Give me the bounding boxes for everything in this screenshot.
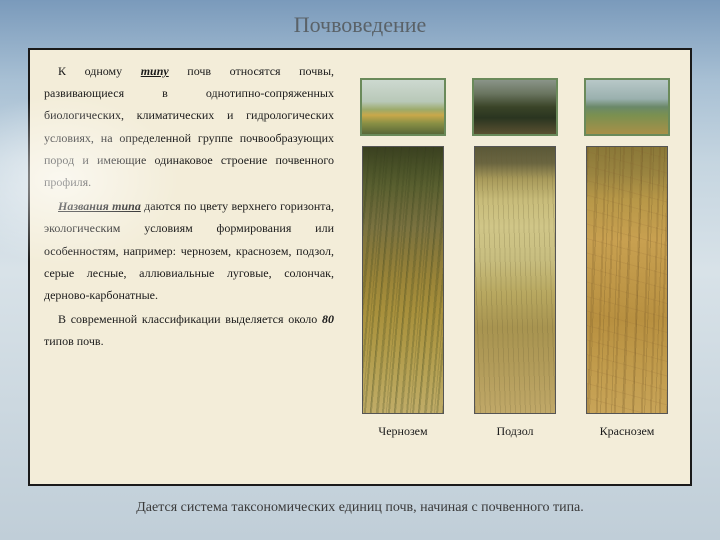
para1-emphasis: типу: [141, 64, 169, 78]
landscape-thumb-podzol: [472, 78, 558, 136]
para3-number: 80: [322, 312, 334, 326]
soil-caption: Краснозем: [600, 424, 655, 439]
paragraph-2: Названия типа даются по цвету верхнего г…: [44, 195, 334, 306]
para1-rest: почв относятся почвы, развивающиеся в од…: [44, 64, 334, 189]
soil-caption: Подзол: [496, 424, 533, 439]
footer-text: Дается система таксономических единиц по…: [0, 486, 720, 516]
soil-caption: Чернозем: [378, 424, 427, 439]
text-column: К одному типу почв относятся почвы, разв…: [30, 50, 348, 484]
para3-prefix: В современной классификации выделяется о…: [58, 312, 322, 326]
image-column: Чернозем Подзол Краснозем: [348, 50, 690, 484]
para2-emphasis: Названия типа: [58, 199, 141, 213]
landscape-thumb-krasnozem: [584, 78, 670, 136]
soil-block-chernozem: Чернозем: [360, 78, 446, 472]
para1-prefix: К одному: [58, 64, 141, 78]
soil-profile-chernozem: [362, 146, 444, 414]
para2-rest: даются по цвету верхнего горизонта, экол…: [44, 199, 334, 302]
landscape-thumb-chernozem: [360, 78, 446, 136]
para3-suffix: типов почв.: [44, 334, 104, 348]
soil-block-krasnozem: Краснозем: [584, 78, 670, 472]
paragraph-3: В современной классификации выделяется о…: [44, 308, 334, 352]
paragraph-1: К одному типу почв относятся почвы, разв…: [44, 60, 334, 193]
soil-profile-krasnozem: [586, 146, 668, 414]
soil-block-podzol: Подзол: [472, 78, 558, 472]
soil-profile-podzol: [474, 146, 556, 414]
content-panel: К одному типу почв относятся почвы, разв…: [28, 48, 692, 486]
page-title: Почвоведение: [0, 0, 720, 48]
